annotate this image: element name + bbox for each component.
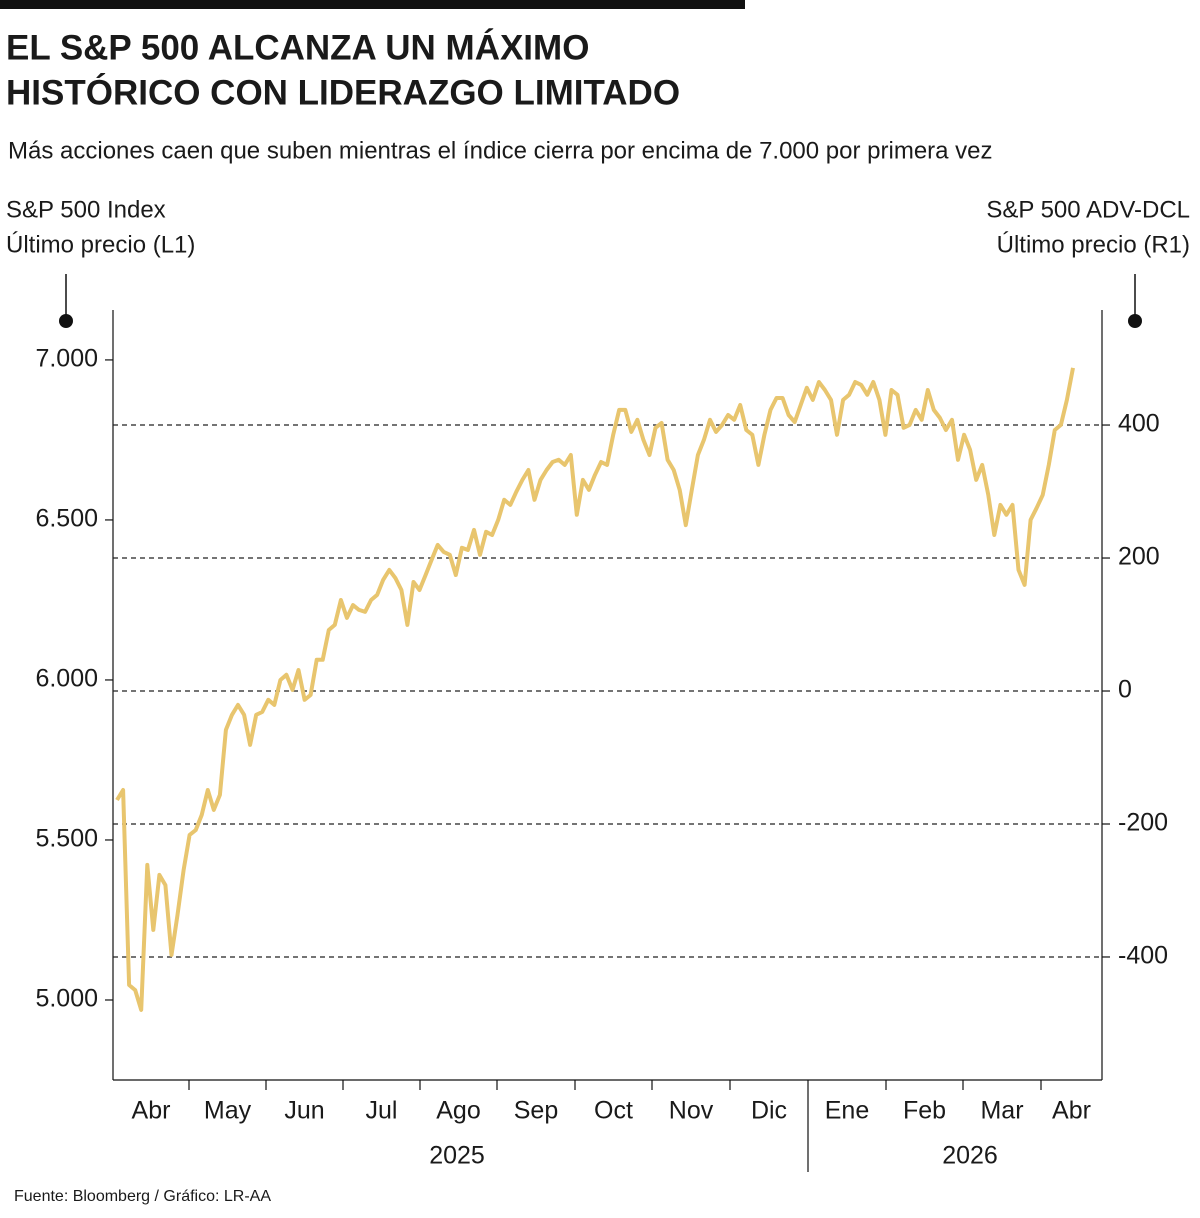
year-label: 2025 xyxy=(429,1142,485,1170)
x-tick-label: Jun xyxy=(284,1097,324,1125)
x-tick-label: Ago xyxy=(436,1097,480,1125)
source: Fuente: Bloomberg / Gráfico: LR-AA xyxy=(14,1188,271,1205)
x-tick-label: Oct xyxy=(594,1097,633,1125)
y-axis-label: S&P 500 Index xyxy=(6,196,166,223)
y2-tick-label: -200 xyxy=(1118,809,1168,837)
y-tick-label: 6.500 xyxy=(35,505,98,533)
top-bar xyxy=(0,0,745,9)
x-tick-label: Feb xyxy=(903,1097,946,1125)
pointer-dot xyxy=(1128,314,1142,328)
y2-tick-label: 0 xyxy=(1118,676,1132,704)
price-line xyxy=(115,367,1075,1012)
x-tick-label: May xyxy=(204,1097,252,1125)
y2-axis-label: S&P 500 ADV-DCL xyxy=(986,196,1190,223)
x-tick-label: Nov xyxy=(669,1097,714,1125)
x-tick-label: Mar xyxy=(980,1097,1023,1125)
year-label: 2026 xyxy=(942,1142,998,1170)
y2-tick-label: 400 xyxy=(1118,410,1160,438)
y2-tick-label: 200 xyxy=(1118,543,1160,571)
y-axis-label: Último precio (L1) xyxy=(6,231,195,258)
y-tick-label: 6.000 xyxy=(35,665,98,693)
y-tick-label: 7.000 xyxy=(35,345,98,373)
x-tick-label: Sep xyxy=(514,1097,558,1125)
y-tick-label: 5.500 xyxy=(35,825,98,853)
chart-title: EL S&P 500 ALCANZA UN MÁXIMO xyxy=(6,27,589,67)
x-tick-label: Abr xyxy=(132,1097,171,1125)
pointer-dot xyxy=(59,314,73,328)
x-tick-label: Jul xyxy=(366,1097,398,1125)
y2-tick-label: -400 xyxy=(1118,942,1168,970)
x-tick-label: Dic xyxy=(751,1097,787,1125)
x-tick-label: Abr xyxy=(1052,1097,1091,1125)
y2-axis-label: Último precio (R1) xyxy=(997,231,1190,258)
x-tick-label: Ene xyxy=(825,1097,869,1125)
chart-title: HISTÓRICO CON LIDERAZGO LIMITADO xyxy=(6,72,680,112)
y-tick-label: 5.000 xyxy=(35,985,98,1013)
subtitle: Más acciones caen que suben mientras el … xyxy=(8,137,993,164)
